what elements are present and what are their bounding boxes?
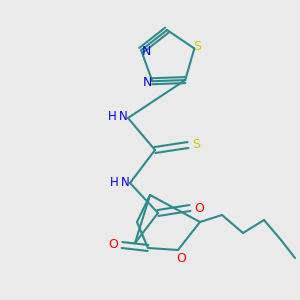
Text: S: S <box>192 139 200 152</box>
Text: N: N <box>141 45 151 58</box>
Text: N: N <box>121 176 129 188</box>
Text: H: H <box>110 176 118 188</box>
Text: O: O <box>176 253 186 266</box>
Text: H: H <box>108 110 116 122</box>
Text: N: N <box>143 76 152 89</box>
Text: O: O <box>108 238 118 251</box>
Text: S: S <box>193 40 201 53</box>
Text: N: N <box>118 110 127 122</box>
Text: O: O <box>194 202 204 214</box>
